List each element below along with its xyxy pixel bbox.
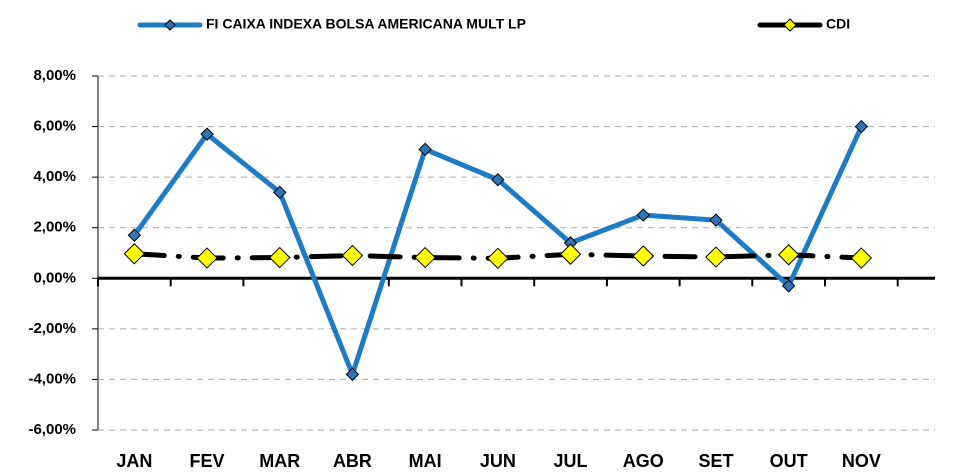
marker xyxy=(705,246,727,268)
marker xyxy=(200,127,214,141)
y-tick-label: -2,00% xyxy=(28,320,76,337)
marker xyxy=(418,142,432,157)
x-tick-label: MAI xyxy=(409,451,442,471)
y-tick-label: -6,00% xyxy=(28,421,76,438)
x-tick-label: ABR xyxy=(333,451,372,471)
marker xyxy=(123,243,146,265)
marker xyxy=(709,213,723,227)
legend-marker xyxy=(783,18,797,32)
legend-label: FI CAIXA INDEXA BOLSA AMERICANA MULT LP xyxy=(206,16,526,32)
y-tick-label: 0,00% xyxy=(33,269,76,286)
marker xyxy=(632,245,654,267)
y-tick-label: 2,00% xyxy=(33,219,76,236)
marker xyxy=(491,172,505,187)
y-tick-label: 6,00% xyxy=(33,118,76,135)
marker xyxy=(850,247,873,269)
marker xyxy=(345,367,360,382)
x-tick-label: JAN xyxy=(116,451,152,471)
marker xyxy=(273,185,287,200)
marker xyxy=(414,246,436,269)
marker xyxy=(781,279,796,293)
marker xyxy=(636,208,650,222)
x-tick-label: OUT xyxy=(770,451,808,471)
y-tick-label: 4,00% xyxy=(33,168,76,185)
marker xyxy=(127,228,142,243)
x-tick-label: AGO xyxy=(623,451,664,471)
marker xyxy=(269,246,291,269)
x-tick-label: MAR xyxy=(259,451,300,471)
x-tick-label: NOV xyxy=(842,451,881,471)
x-tick-label: JUN xyxy=(480,451,516,471)
x-tick-label: FEV xyxy=(190,451,225,471)
marker xyxy=(196,247,218,269)
y-tick-label: 8,00% xyxy=(33,67,76,84)
marker xyxy=(777,244,800,266)
marker xyxy=(559,243,582,265)
y-tick-label: -4,00% xyxy=(28,370,76,387)
x-tick-label: JUL xyxy=(554,451,588,471)
x-tick-label: SET xyxy=(698,451,733,471)
marker xyxy=(487,247,509,270)
legend-label: CDI xyxy=(826,16,850,32)
marker xyxy=(854,119,869,134)
marker xyxy=(341,244,364,267)
legend-marker xyxy=(164,19,176,31)
